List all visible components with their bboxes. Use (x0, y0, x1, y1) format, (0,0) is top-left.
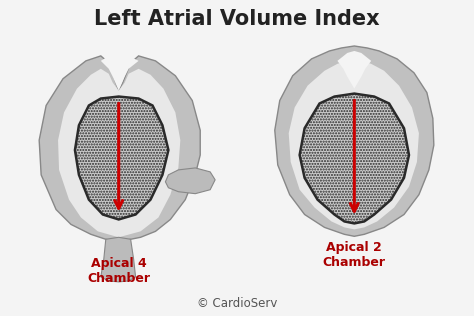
Polygon shape (101, 53, 138, 91)
Polygon shape (75, 97, 168, 219)
Polygon shape (165, 168, 215, 194)
Polygon shape (39, 56, 200, 241)
Polygon shape (289, 59, 419, 229)
Polygon shape (275, 46, 434, 236)
Text: © CardioServ: © CardioServ (197, 297, 277, 310)
Text: Apical 2
Chamber: Apical 2 Chamber (323, 241, 386, 269)
Polygon shape (101, 237, 136, 282)
Polygon shape (58, 69, 180, 237)
Polygon shape (337, 51, 371, 88)
Text: Apical 4
Chamber: Apical 4 Chamber (87, 257, 150, 285)
Text: Left Atrial Volume Index: Left Atrial Volume Index (94, 9, 380, 29)
Polygon shape (300, 94, 409, 223)
